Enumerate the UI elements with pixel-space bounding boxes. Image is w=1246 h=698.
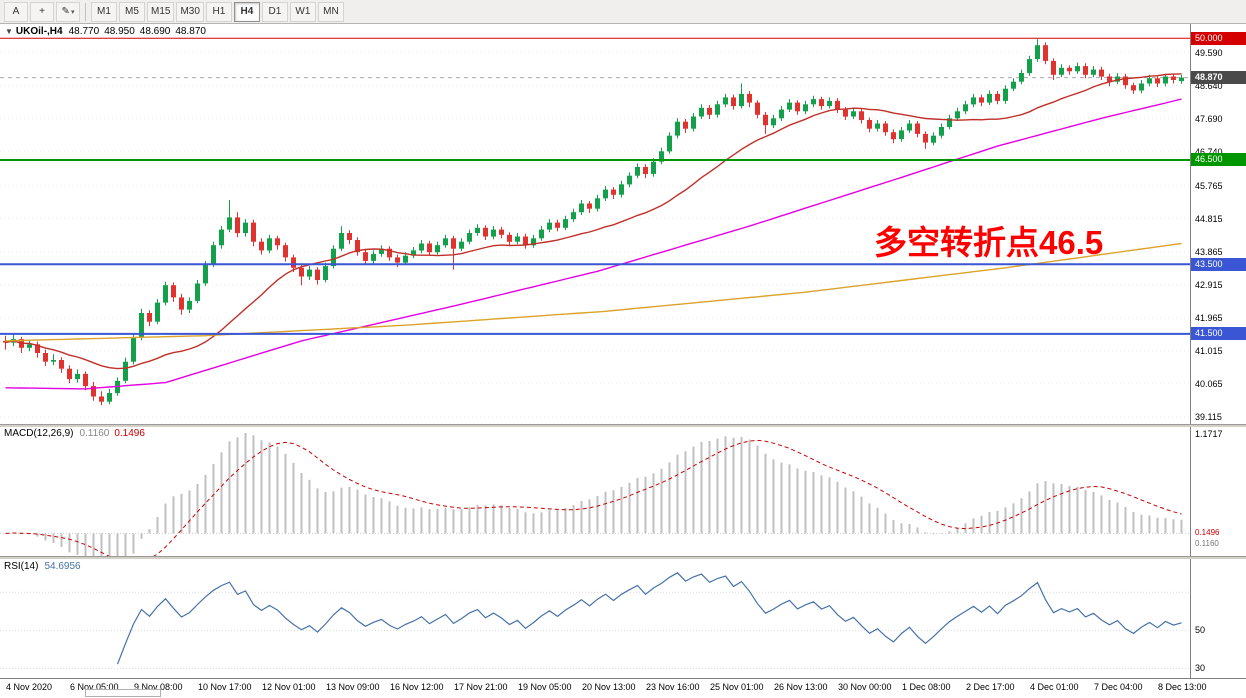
rsi-axis-label: 30 — [1195, 663, 1206, 673]
chart-annotation-text[interactable]: 多空转折点46.5 — [874, 224, 1104, 261]
bottom-left-panel — [85, 689, 161, 697]
macd-main-value: 0.1160 — [79, 428, 110, 439]
price-axis-label: 42.915 — [1195, 280, 1223, 290]
price-axis-label: 41.965 — [1195, 313, 1223, 323]
macd-signal-value: 0.1496 — [114, 428, 145, 439]
price-line-tag: 46.500 — [1191, 153, 1246, 166]
timeframe-button-group: M1 M5 M15 M30 H1 H4 D1 W1 MN — [90, 1, 345, 22]
time-axis-label: 7 Dec 04:00 — [1094, 682, 1143, 692]
timeframe-button-m5[interactable]: M5 — [119, 1, 145, 22]
price-line-tag: 43.500 — [1191, 258, 1246, 271]
pencil-icon: ✎ — [61, 6, 70, 17]
rsi-indicator-label: RSI(14) 54.6956 — [4, 561, 81, 572]
rsi-value: 54.6956 — [44, 561, 81, 572]
timeframe-button-w1[interactable]: W1 — [289, 1, 316, 22]
time-axis-label: 10 Nov 17:00 — [198, 682, 252, 692]
symbol-name: UKOil-,H4 — [15, 26, 63, 37]
price-axis-label: 45.765 — [1195, 181, 1223, 191]
price-axis-label: 48.640 — [1195, 81, 1223, 91]
macd-axis-max-label: 1.1717 — [1195, 429, 1223, 439]
chart-area: ▼ UKOil-,H4 48.770 48.950 48.690 48.870 多空转折点… — [0, 24, 1246, 678]
time-axis-label: 4 Nov 2020 — [6, 682, 53, 692]
time-axis-label: 17 Nov 21:00 — [454, 682, 508, 692]
timeframe-button-m1[interactable]: M1 — [91, 1, 117, 22]
timeframe-button-h4[interactable]: H4 — [233, 1, 260, 22]
text-tool-button[interactable]: A — [4, 1, 28, 22]
high-value: 48.950 — [104, 26, 135, 37]
time-axis-label: 20 Nov 13:00 — [582, 682, 636, 692]
macd-value-tag: 0.1496 — [1195, 528, 1220, 537]
macd-value-tag: 0.1160 — [1195, 539, 1219, 548]
time-axis-label: 23 Nov 16:00 — [646, 682, 700, 692]
price-axis[interactable]: 49.590 48.640 47.690 46.740 45.765 44.815 43.8… — [1190, 24, 1246, 678]
time-axis-label: 6 Nov 05:00 — [70, 682, 119, 692]
time-axis-label: 1 Dec 08:00 — [902, 682, 951, 692]
timeframe-button-mn[interactable]: MN — [317, 1, 344, 22]
bid-price-tag: 48.870 — [1191, 71, 1246, 84]
price-axis-label: 39.115 — [1195, 412, 1222, 422]
time-axis-label: 9 Nov 08:00 — [134, 682, 183, 692]
timeframe-button-h1[interactable]: H1 — [205, 1, 232, 22]
collapse-arrow-icon[interactable]: ▼ — [5, 27, 13, 36]
price-axis-label: 41.015 — [1195, 346, 1223, 356]
macd-indicator-label: MACD(12,26,9) 0.1160 0.1496 — [4, 428, 145, 439]
price-line-tag: 50.000 — [1191, 32, 1246, 45]
timeframe-button-d1[interactable]: D1 — [261, 1, 288, 22]
price-axis-label: 46.740 — [1195, 147, 1223, 157]
time-axis-label: 19 Nov 05:00 — [518, 682, 572, 692]
time-axis-label: 26 Nov 13:00 — [774, 682, 828, 692]
main-chart-canvas[interactable] — [0, 24, 1246, 678]
chevron-down-icon: ▾ — [70, 9, 75, 16]
symbol-ohlc-line: ▼ UKOil-,H4 48.770 48.950 48.690 48.870 — [5, 26, 211, 37]
time-axis-label: 4 Dec 01:00 — [1030, 682, 1079, 692]
draw-tools-button[interactable]: ✎▾ — [56, 1, 80, 22]
time-axis-label: 13 Nov 09:00 — [326, 682, 380, 692]
timeframe-button-m15[interactable]: M15 — [147, 1, 175, 22]
time-axis-label: 25 Nov 01:00 — [710, 682, 764, 692]
rsi-name: RSI(14) — [4, 561, 39, 572]
timeframe-button-m30[interactable]: M30 — [176, 1, 204, 22]
price-axis-label: 49.590 — [1195, 48, 1223, 58]
price-axis-label: 47.690 — [1195, 114, 1223, 124]
time-axis-label: 2 Dec 17:00 — [966, 682, 1015, 692]
price-axis-label: 44.815 — [1195, 214, 1223, 224]
price-axis-label: 40.065 — [1195, 379, 1223, 389]
rsi-axis-label: 50 — [1195, 625, 1206, 635]
price-axis-label: 43.865 — [1195, 247, 1223, 257]
open-value: 48.770 — [68, 26, 100, 37]
close-value: 48.870 — [175, 26, 206, 37]
toolbar-separator — [85, 2, 86, 21]
price-line-tag: 41.500 — [1191, 327, 1246, 340]
time-axis-label: 30 Nov 00:00 — [838, 682, 892, 692]
time-axis-label: 8 Dec 13:00 — [1158, 682, 1207, 692]
time-axis-label: 16 Nov 12:00 — [390, 682, 444, 692]
pane-divider-rsi[interactable] — [0, 556, 1246, 559]
chart-toolbar: A + ✎▾ M1 M5 M15 M30 H1 H4 D1 W1 MN — [0, 0, 1246, 24]
pane-divider-macd[interactable] — [0, 424, 1246, 427]
crosshair-button[interactable]: + — [30, 1, 54, 22]
time-axis-label: 12 Nov 01:00 — [262, 682, 316, 692]
low-value: 48.690 — [139, 26, 171, 37]
macd-name: MACD(12,26,9) — [4, 428, 74, 439]
time-axis[interactable]: 4 Nov 2020 6 Nov 05:00 9 Nov 08:00 10 Nov 1… — [0, 678, 1246, 698]
